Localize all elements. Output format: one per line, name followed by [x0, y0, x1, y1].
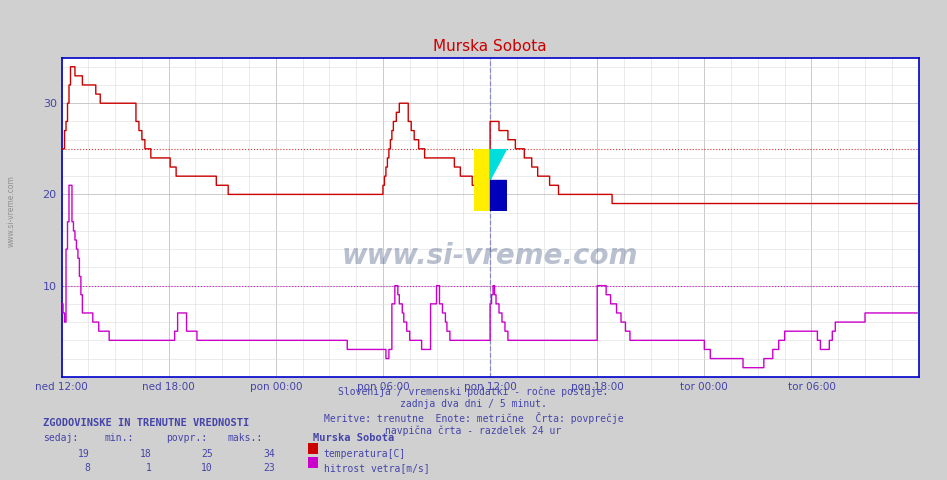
Bar	[474, 149, 491, 211]
Text: Murska Sobota: Murska Sobota	[313, 433, 394, 444]
Text: 1: 1	[146, 463, 152, 473]
Text: hitrost vetra[m/s]: hitrost vetra[m/s]	[324, 463, 430, 473]
Text: 19: 19	[79, 449, 90, 459]
Text: Meritve: trenutne  Enote: metrične  Črta: povprečje: Meritve: trenutne Enote: metrične Črta: …	[324, 412, 623, 424]
Text: min.:: min.:	[104, 433, 134, 444]
Text: maks.:: maks.:	[227, 433, 262, 444]
Polygon shape	[491, 180, 507, 211]
Text: povpr.:: povpr.:	[166, 433, 206, 444]
Text: Slovenija / vremenski podatki - ročne postaje.: Slovenija / vremenski podatki - ročne po…	[338, 386, 609, 397]
Text: www.si-vreme.com: www.si-vreme.com	[342, 241, 638, 269]
Text: 25: 25	[202, 449, 213, 459]
Text: 8: 8	[84, 463, 90, 473]
Text: navpična črta - razdelek 24 ur: navpična črta - razdelek 24 ur	[385, 425, 562, 436]
Text: zadnja dva dni / 5 minut.: zadnja dva dni / 5 minut.	[400, 399, 547, 409]
Text: temperatura[C]: temperatura[C]	[324, 449, 406, 459]
Text: 34: 34	[263, 449, 275, 459]
Text: 10: 10	[202, 463, 213, 473]
Text: 23: 23	[263, 463, 275, 473]
Text: 18: 18	[140, 449, 152, 459]
Polygon shape	[491, 149, 507, 180]
Title: Murska Sobota: Murska Sobota	[434, 39, 546, 54]
Text: ZGODOVINSKE IN TRENUTNE VREDNOSTI: ZGODOVINSKE IN TRENUTNE VREDNOSTI	[43, 418, 249, 428]
Text: www.si-vreme.com: www.si-vreme.com	[7, 175, 16, 247]
Text: sedaj:: sedaj:	[43, 433, 78, 444]
